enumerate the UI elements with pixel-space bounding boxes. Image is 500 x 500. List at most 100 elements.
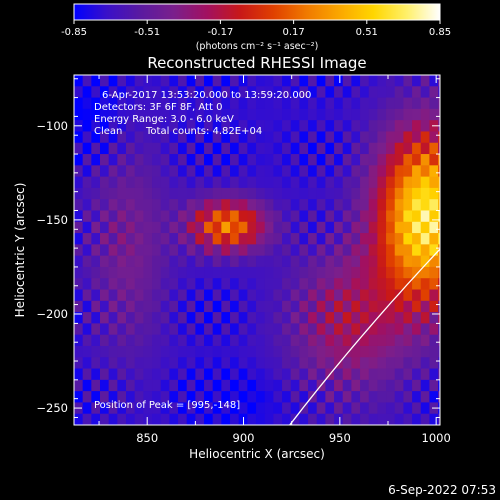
heatmap-cell — [412, 187, 422, 200]
heatmap-cell — [394, 165, 404, 178]
heatmap-cell — [290, 323, 300, 336]
heatmap-cell — [308, 278, 318, 291]
heatmap-cell — [134, 120, 144, 133]
heatmap-cell — [342, 165, 352, 178]
heatmap-cell — [264, 413, 274, 425]
heatmap-cell — [386, 199, 396, 212]
heatmap-cell — [377, 255, 387, 268]
heatmap-cell — [264, 300, 274, 313]
heatmap-cell — [160, 97, 170, 110]
heatmap-cell — [143, 402, 153, 415]
heatmap-cell — [247, 255, 257, 268]
heatmap-cell — [117, 86, 127, 99]
heatmap-cell — [160, 187, 170, 200]
heatmap-cell — [299, 357, 309, 370]
heatmap-cell — [386, 300, 396, 313]
heatmap-cell — [342, 255, 352, 268]
heatmap-cell — [108, 97, 118, 110]
heatmap-cell — [169, 86, 179, 99]
heatmap-cell — [412, 379, 422, 392]
heatmap-cell — [100, 187, 110, 200]
colorbar-tick-label: 0.17 — [282, 27, 304, 38]
heatmap-cell — [256, 357, 266, 370]
heatmap-cell — [325, 345, 335, 358]
heatmap-cell — [290, 357, 300, 370]
heatmap-cell — [91, 357, 101, 370]
heatmap-cell — [195, 108, 205, 121]
heatmap-cell — [325, 233, 335, 245]
heatmap-cell — [230, 289, 240, 302]
heatmap-cell — [308, 97, 318, 110]
heatmap-cell — [204, 278, 214, 291]
heatmap-cell — [74, 165, 84, 178]
heatmap-cell — [429, 300, 439, 313]
heatmap-cell — [438, 97, 440, 110]
heatmap-cell — [143, 221, 153, 234]
heatmap-cell — [299, 176, 309, 189]
heatmap-cell — [238, 278, 248, 291]
heatmap-cell — [386, 210, 396, 223]
heatmap-cell — [134, 75, 144, 87]
heatmap-cell — [230, 368, 240, 381]
heatmap-cell — [420, 244, 431, 257]
heatmap-cell — [290, 334, 300, 347]
heatmap-cell — [134, 391, 144, 404]
heatmap-cell — [308, 300, 318, 313]
heatmap-cell — [429, 199, 439, 212]
heatmap-cell — [91, 368, 101, 381]
heatmap-cell — [186, 97, 196, 110]
heatmap-cell — [325, 86, 335, 99]
heatmap-cell — [143, 199, 153, 212]
heatmap-cell — [325, 323, 335, 336]
heatmap-cell — [221, 255, 231, 268]
heatmap-cell — [360, 120, 370, 133]
heatmap-cell — [403, 154, 413, 166]
heatmap-cell — [412, 391, 422, 404]
heatmap-cell — [342, 312, 352, 324]
heatmap-cell — [152, 300, 162, 313]
heatmap-cell — [221, 244, 231, 257]
heatmap-cell — [403, 413, 413, 425]
heatmap-cell — [316, 233, 326, 245]
heatmap-cell — [360, 368, 370, 381]
heatmap-cell — [169, 312, 179, 324]
heatmap-cell — [325, 221, 335, 234]
heatmap-cell — [351, 108, 361, 121]
heatmap-cell — [91, 233, 101, 245]
heatmap-cell — [368, 379, 378, 392]
heatmap-cell — [256, 391, 266, 404]
heatmap-cell — [316, 345, 326, 358]
heatmap-cell — [351, 300, 361, 313]
heatmap-cell — [238, 187, 248, 200]
heatmap-cell — [325, 165, 335, 178]
heatmap-cell — [429, 86, 439, 99]
heatmap-cell — [386, 233, 396, 245]
heatmap-cell — [238, 334, 248, 347]
heatmap-cell — [429, 210, 439, 223]
heatmap-cell — [273, 289, 283, 302]
heatmap-cell — [273, 199, 283, 212]
heatmap-cell — [100, 142, 110, 155]
heatmap-cell — [178, 97, 188, 110]
heatmap-cell — [438, 221, 440, 234]
heatmap-cell — [204, 244, 214, 257]
heatmap-cell — [195, 379, 205, 392]
heatmap-cell — [334, 154, 344, 166]
heatmap-cell — [438, 391, 440, 404]
heatmap-cell — [143, 413, 153, 425]
heatmap-cell — [264, 255, 274, 268]
heatmap-cell — [238, 142, 248, 155]
heatmap-cell — [134, 289, 144, 302]
heatmap-cell — [143, 154, 153, 166]
heatmap-cell — [91, 413, 101, 425]
heatmap-cell — [160, 334, 170, 347]
heatmap-cell — [438, 86, 440, 99]
heatmap-cell — [403, 357, 413, 370]
heatmap-cell — [360, 75, 370, 87]
heatmap-cell — [420, 413, 431, 425]
heatmap-cell — [282, 379, 292, 392]
heatmap-cell — [134, 86, 144, 99]
heatmap-cell — [178, 402, 188, 415]
heatmap-cell — [108, 289, 118, 302]
heatmap-cell — [221, 379, 231, 392]
